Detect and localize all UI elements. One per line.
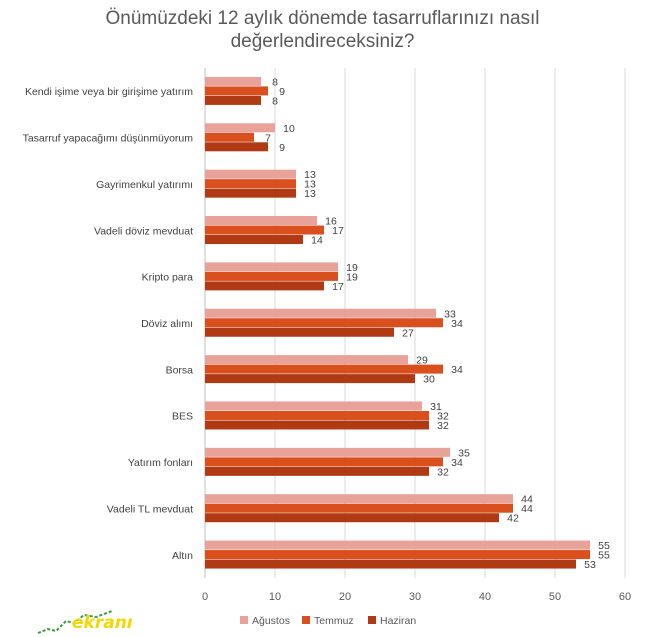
bar <box>205 494 513 504</box>
bar <box>205 540 590 550</box>
category-label: Tasarruf yapacağımı düşünmüyorum <box>23 133 194 145</box>
data-label: 32 <box>437 420 449 432</box>
data-label: 17 <box>332 281 344 293</box>
category-label: Yatırım fonları <box>128 457 193 469</box>
legend-label: Temmuz <box>314 615 354 627</box>
bar <box>205 123 275 133</box>
bar <box>205 513 499 523</box>
bar <box>205 559 576 569</box>
data-label: 42 <box>507 513 519 525</box>
bar <box>205 235 303 245</box>
bar <box>205 327 394 337</box>
data-label: 34 <box>451 364 463 376</box>
bar <box>205 95 261 105</box>
bar <box>205 401 422 411</box>
chart-title-line-1: Önümüzdeki 12 aylık dönemde tasarrufları… <box>105 8 540 29</box>
data-label: 9 <box>279 142 285 154</box>
bar <box>205 503 513 513</box>
category-label: Borsa <box>166 364 194 376</box>
data-label: 27 <box>402 327 414 339</box>
x-tick-label: 50 <box>549 591 561 603</box>
bar <box>205 420 429 430</box>
bar <box>205 457 443 467</box>
bar <box>205 142 268 152</box>
x-tick-label: 30 <box>409 591 421 603</box>
data-label: 44 <box>521 503 533 515</box>
data-label: 13 <box>304 169 316 181</box>
data-label: 19 <box>346 271 358 283</box>
bar <box>205 281 324 291</box>
x-tick-label: 0 <box>202 591 208 603</box>
data-label: 16 <box>325 216 337 228</box>
category-label: Döviz alımı <box>141 318 193 330</box>
watermark-logo-icon <box>37 610 113 634</box>
x-tick-label: 60 <box>619 591 631 603</box>
bar <box>205 225 324 235</box>
bar <box>205 308 436 318</box>
data-label: 32 <box>437 466 449 478</box>
data-label: 7 <box>265 132 271 144</box>
data-label: 8 <box>272 95 278 107</box>
data-label: 19 <box>346 262 358 274</box>
bar <box>205 216 317 226</box>
chart-title-line-2: değerlendireceksiniz? <box>230 31 415 52</box>
x-tick-label: 40 <box>479 591 491 603</box>
data-label: 17 <box>332 225 344 237</box>
data-label: 13 <box>304 179 316 191</box>
data-label: 44 <box>521 494 533 506</box>
category-label: BES <box>172 411 193 423</box>
bar <box>205 355 408 365</box>
legend-label: Haziran <box>380 615 416 627</box>
x-tick-label: 10 <box>269 591 281 603</box>
data-label: 31 <box>430 401 442 413</box>
data-label: 55 <box>598 540 610 552</box>
data-label: 33 <box>444 308 456 320</box>
legend-label: Ağustos <box>252 615 290 627</box>
category-label: Kendi işime veya bir girişime yatırım <box>25 86 193 98</box>
data-label: 34 <box>451 457 463 469</box>
bar <box>205 364 443 374</box>
data-label: 9 <box>279 86 285 98</box>
bar <box>205 179 296 189</box>
bar <box>205 374 415 384</box>
data-label: 32 <box>437 410 449 422</box>
legend-swatch <box>240 616 248 624</box>
bar <box>205 447 450 457</box>
watermark-text: ekranı <box>72 613 133 633</box>
data-label: 8 <box>272 76 278 88</box>
bar <box>205 132 254 142</box>
data-label: 35 <box>458 447 470 459</box>
legend-swatch <box>302 616 310 624</box>
legend-swatch <box>368 616 376 624</box>
data-label: 13 <box>304 188 316 200</box>
data-label: 10 <box>283 123 295 135</box>
bar <box>205 466 429 476</box>
bar <box>205 262 338 272</box>
bar <box>205 76 261 86</box>
category-label: Kripto para <box>142 272 194 284</box>
data-label: 30 <box>423 374 435 386</box>
bar <box>205 271 338 281</box>
data-label: 14 <box>311 235 323 247</box>
data-label: 53 <box>584 559 596 571</box>
category-label: Vadeli TL mevduat <box>107 503 193 515</box>
bar <box>205 550 590 560</box>
data-label: 29 <box>416 355 428 367</box>
bar <box>205 169 296 179</box>
x-tick-label: 20 <box>339 591 351 603</box>
bar <box>205 188 296 198</box>
category-label: Gayrimenkul yatırımı <box>96 179 193 191</box>
data-label: 55 <box>598 550 610 562</box>
category-label: Vadeli döviz mevduat <box>94 225 193 237</box>
bar <box>205 318 443 328</box>
bar <box>205 410 429 420</box>
bar <box>205 86 268 96</box>
data-label: 34 <box>451 318 463 330</box>
category-label: Altın <box>172 550 193 562</box>
